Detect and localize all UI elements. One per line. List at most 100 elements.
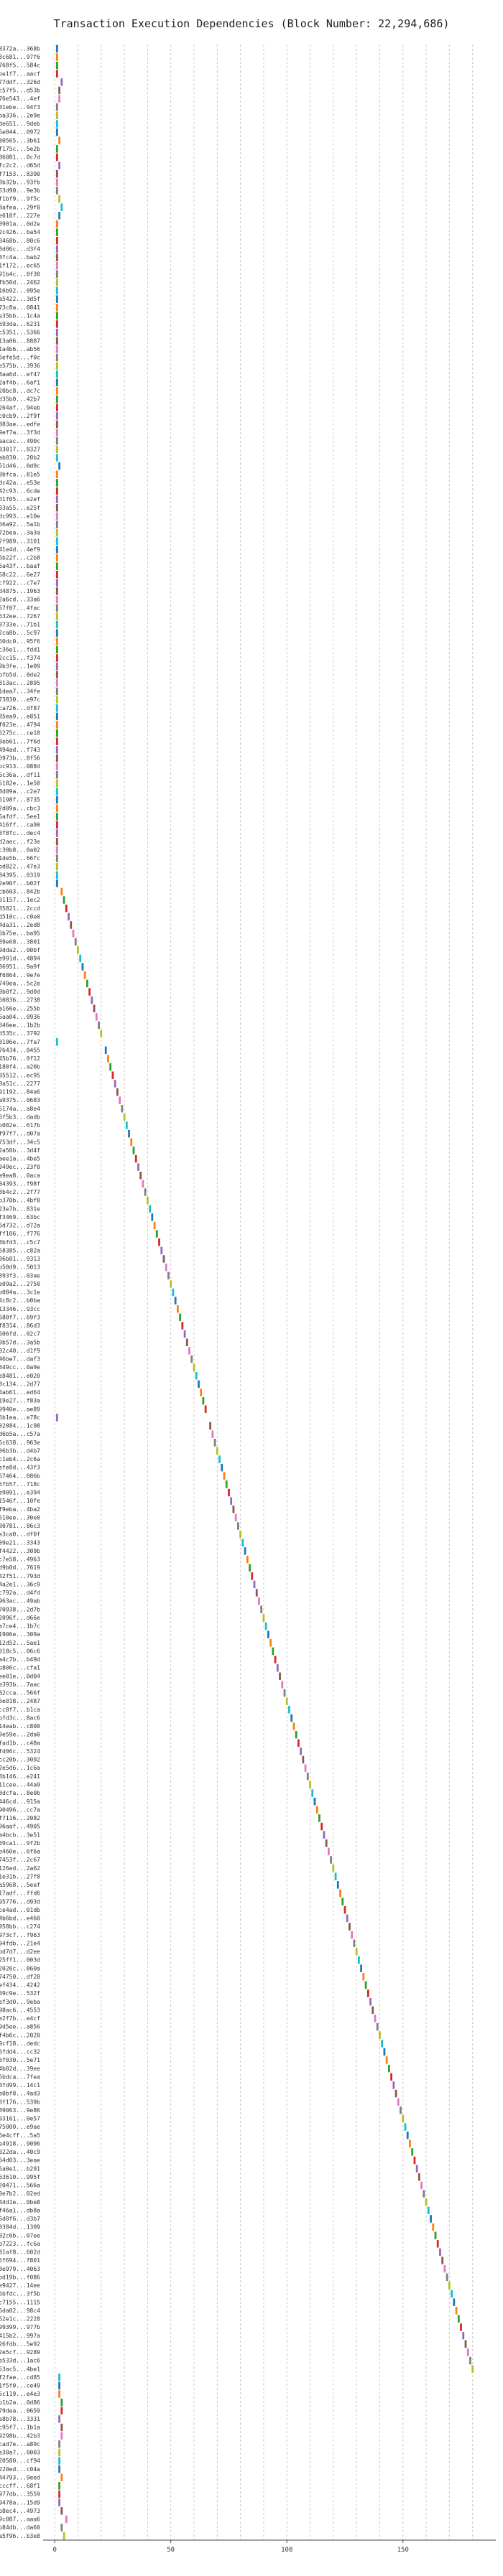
dependency-point xyxy=(55,554,58,562)
transaction-label: 0x5e2220ed...c04a xyxy=(0,2466,40,2473)
dependency-point xyxy=(451,2290,453,2298)
dependency-point xyxy=(55,228,58,236)
dependency-point xyxy=(55,762,58,770)
dependency-point xyxy=(430,2215,432,2223)
dependency-point xyxy=(392,2081,395,2089)
dependency-point xyxy=(315,1806,318,1814)
dependency-point xyxy=(55,128,58,136)
transaction-label: 0x4ed6d732...d72a xyxy=(0,1223,40,1229)
dependency-point xyxy=(200,1389,203,1396)
dependency-point xyxy=(427,2206,430,2215)
dependency-point xyxy=(55,837,58,846)
transaction-label: 0xa930f176...539b xyxy=(0,2099,40,2105)
dependency-point xyxy=(55,420,58,429)
transaction-label: 0x2660901a...0d2e xyxy=(0,221,40,228)
transaction-label: 0xeb7b84db...da60 xyxy=(0,2524,40,2531)
transaction-label: 0x47aa5968...5eaf xyxy=(0,1882,40,1888)
dependency-point xyxy=(55,537,58,545)
dependency-point xyxy=(91,996,93,1004)
transaction-label: 0x8094b6bd...e460 xyxy=(0,1915,40,1922)
dependency-point xyxy=(55,662,58,671)
transaction-label: 0xa72f7153...8390 xyxy=(0,171,40,177)
transaction-label: 0x95ef023e...4794 xyxy=(0,722,40,728)
transaction-label: 0xe13f7116...2082 xyxy=(0,1815,40,1821)
dependency-point xyxy=(55,521,58,528)
transaction-label: 0xd5085ea9...e851 xyxy=(0,713,40,719)
dependency-point xyxy=(55,236,58,245)
dependency-point xyxy=(55,562,58,570)
transaction-label: 0xdb5cc20b...3092 xyxy=(0,1757,40,1763)
dependency-point xyxy=(111,1071,114,1079)
transaction-label: 0x37a99399...977b xyxy=(0,2324,40,2330)
dependency-point xyxy=(146,1196,149,1205)
dependency-point xyxy=(153,1221,156,1230)
dependency-point xyxy=(457,2315,460,2323)
transaction-label: 0x9e616f030...5e71 xyxy=(0,2057,40,2063)
dependency-point xyxy=(244,1547,246,1555)
dependency-point xyxy=(188,1347,190,1355)
transaction-label: 0xf6ee9427...14ee xyxy=(0,2282,40,2289)
dependency-point xyxy=(302,1755,305,1764)
dependency-point xyxy=(98,1021,100,1030)
transaction-label: 0xbce73c8a...0841 xyxy=(0,304,40,311)
transaction-label: 0xeeb67464...086b xyxy=(0,1473,40,1479)
transaction-label: 0x735c36e1...fdd1 xyxy=(0,646,40,653)
dependency-point xyxy=(190,1355,193,1363)
transaction-label: 0x60de09a2...2750 xyxy=(0,1281,40,1287)
transaction-label: 0xfd4be1f7...aacf xyxy=(0,70,40,77)
dependency-point xyxy=(409,2139,411,2148)
transaction-label: 0x1cf5e044...0972 xyxy=(0,129,40,136)
dependency-point xyxy=(423,2190,425,2198)
dependency-point xyxy=(236,1522,239,1530)
transaction-label: 0x1d0f4b6c...2020 xyxy=(0,2032,40,2038)
dependency-point xyxy=(462,2331,465,2340)
transaction-label: 0xe164b02d...39ee xyxy=(0,2066,40,2072)
transaction-label: 0xba7fb50d...2462 xyxy=(0,279,40,286)
dependency-point xyxy=(60,78,63,86)
chart-title: Transaction Execution Dependencies (Bloc… xyxy=(54,17,450,30)
transaction-label: 0x2499b3fe...1e09 xyxy=(0,663,40,670)
dependency-point xyxy=(55,454,58,462)
dependency-point xyxy=(55,712,58,721)
dependency-point xyxy=(72,929,75,938)
dependency-point xyxy=(213,1439,216,1447)
dependency-point xyxy=(443,2264,446,2273)
dependency-point xyxy=(55,487,58,495)
transaction-label: 0x3e8d09a...c2e7 xyxy=(0,788,40,795)
transaction-label: 0xa632e5d6...1c6a xyxy=(0,1765,40,1771)
dependency-point xyxy=(341,1898,344,1905)
transaction-label: 0x24e3e59e...2da0 xyxy=(0,1732,40,1738)
transaction-label: 0x17426fdb...5e92 xyxy=(0,2341,40,2347)
transaction-label: 0x5416afdf...5ee1 xyxy=(0,813,40,820)
transaction-label: 0x1ed6aa04...0936 xyxy=(0,1014,40,1020)
transaction-label: 0x6ed3733e...71b1 xyxy=(0,622,40,628)
dependency-point xyxy=(55,679,58,687)
dependency-point xyxy=(58,2457,61,2465)
dependency-point xyxy=(434,2231,437,2239)
dependency-point xyxy=(360,1964,363,1972)
dependency-point xyxy=(116,1088,119,1096)
transaction-label: 0x215a0e1...b291 xyxy=(0,2165,40,2172)
transaction-label: 0x574415b2...997a xyxy=(0,2333,40,2339)
transaction-label: 0x4d181af8...602d xyxy=(0,2249,40,2256)
dependency-point xyxy=(100,1030,103,1037)
transaction-label: 0xa0f510ee...30e0 xyxy=(0,1514,40,1521)
dependency-point xyxy=(167,1271,170,1279)
transaction-label: 0x9166b22f...c2b8 xyxy=(0,555,40,561)
dependency-point xyxy=(55,813,58,821)
dependency-point xyxy=(374,2015,377,2022)
dependency-point xyxy=(306,1773,309,1781)
transaction-label: 0xf5253d90...9e3b xyxy=(0,187,40,194)
dependency-point xyxy=(86,979,88,988)
transaction-label: 0xe9c12d52...5ae1 xyxy=(0,1640,40,1646)
dependency-point xyxy=(70,921,73,929)
transaction-label: 0x22f5182e...1e50 xyxy=(0,780,40,786)
transaction-label: 0x238ce4ad...01db xyxy=(0,1907,40,1913)
dependency-point xyxy=(390,2073,393,2081)
transaction-label: 0xa936973b...8f56 xyxy=(0,755,40,762)
dependency-point xyxy=(309,1781,311,1789)
dependency-point xyxy=(58,212,61,220)
dependency-point xyxy=(55,604,58,612)
dependency-point xyxy=(58,136,61,144)
dependency-point xyxy=(260,1605,263,1613)
